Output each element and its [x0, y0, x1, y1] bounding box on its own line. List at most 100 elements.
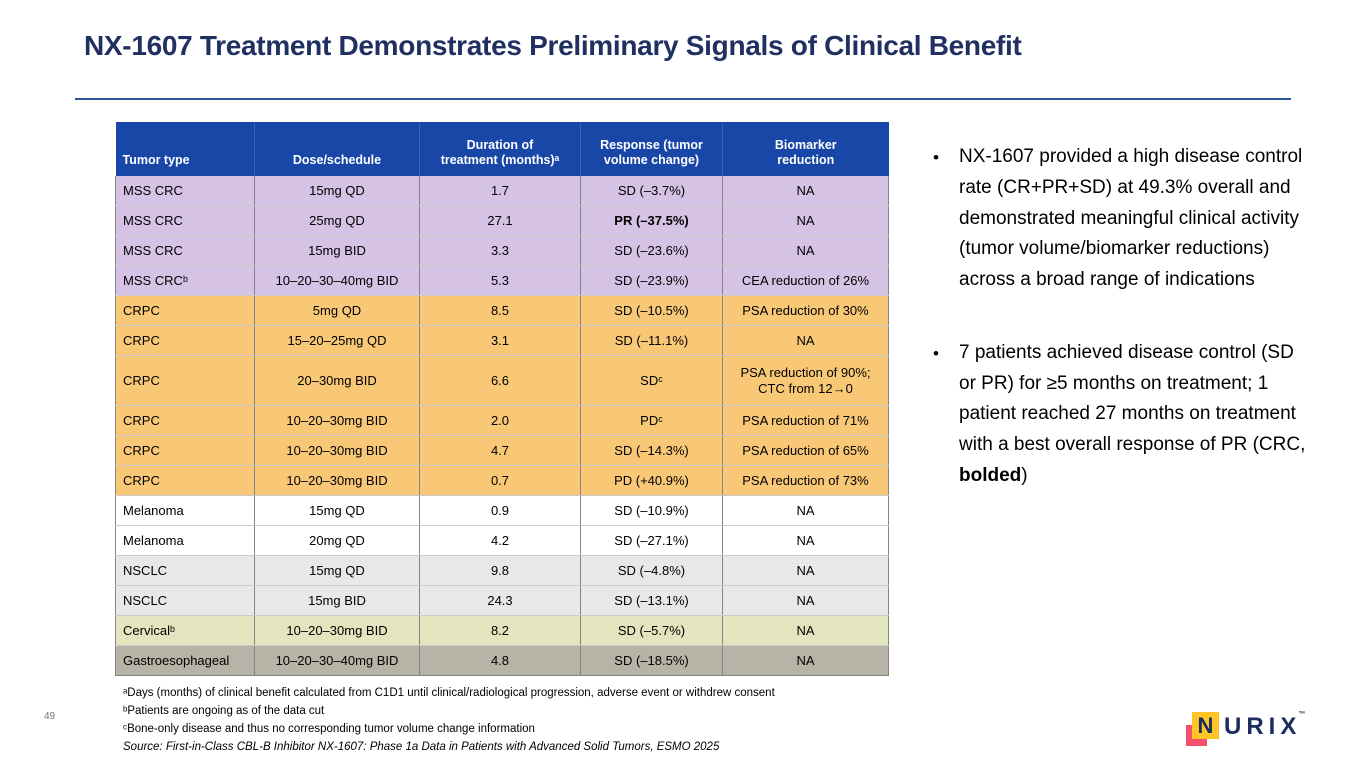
bullet-text-1: NX-1607 provided a high disease control …	[959, 146, 1303, 291]
table-row: MSS CRC 15mg BID 3.3 SD (–23.6%) NA	[115, 235, 889, 266]
tumor-type-cell: CRPC	[115, 325, 255, 356]
biomarker-cell: NA	[722, 325, 889, 356]
key-points: • NX-1607 provided a high disease contro…	[933, 142, 1313, 534]
footnote-a: ᵃDays (months) of clinical benefit calcu…	[123, 687, 775, 699]
dose-cell: 10–20–30mg BID	[254, 435, 420, 466]
dose-cell: 20mg QD	[254, 525, 420, 556]
tumor-type-cell: NSCLC	[115, 555, 255, 586]
response-cell: SDᶜ	[580, 355, 723, 406]
bullet-text-2-bold: bolded	[959, 464, 1022, 486]
table-header: Tumor type Dose/schedule Duration of tre…	[115, 122, 889, 176]
trademark-symbol: ™	[1298, 711, 1311, 718]
biomarker-cell: NA	[722, 176, 889, 206]
table-row: MSS CRCᵇ 10–20–30–40mg BID 5.3 SD (–23.9%) C…	[115, 265, 889, 296]
page-number: 49	[44, 711, 56, 722]
tumor-type-cell: CRPC	[115, 355, 255, 406]
biomarker-cell: NA	[722, 645, 889, 676]
table-row: Melanoma 15mg QD 0.9 SD (–10.9%) NA	[115, 495, 889, 526]
duration-cell: 9.8	[419, 555, 581, 586]
col-header-response: Response (tumor volume change)	[580, 122, 723, 176]
bullet-icon: •	[933, 343, 939, 363]
duration-cell: 4.2	[419, 525, 581, 556]
duration-cell: 4.8	[419, 645, 581, 676]
col-header-biomarker: Biomarker reduction	[722, 122, 889, 176]
bullet-text-2: 7 patients achieved disease control (SD …	[959, 338, 1313, 492]
table-row: Gastroesophageal 10–20–30–40mg BID 4.8 SD (…	[115, 645, 889, 676]
table-row: CRPC 20–30mg BID 6.6 SDᶜ PSA reduction of 90…	[115, 355, 889, 406]
response-cell: SD (–23.9%)	[580, 265, 723, 296]
dose-cell: 10–20–30–40mg BID	[254, 645, 420, 676]
tumor-type-cell: Melanoma	[115, 525, 255, 556]
duration-cell: 0.7	[419, 465, 581, 496]
col-header-tumor-type: Tumor type	[115, 122, 255, 176]
dose-cell: 15mg QD	[254, 555, 420, 586]
response-cell: SD (–23.6%)	[580, 235, 723, 266]
bullet-icon: •	[933, 148, 939, 167]
duration-cell: 3.3	[419, 235, 581, 266]
tumor-type-cell: NSCLC	[115, 585, 255, 616]
table-row: CRPC 10–20–30mg BID 2.0 PDᶜ PSA reduction of…	[115, 405, 889, 436]
tumor-type-cell: Melanoma	[115, 495, 255, 526]
dose-cell: 5mg QD	[254, 295, 420, 326]
logo-wordmark-text: URIX	[1224, 713, 1302, 740]
duration-cell: 4.7	[419, 435, 581, 466]
nurix-logo: N URIX™	[1186, 710, 1313, 746]
dose-cell: 15–20–25mg QD	[254, 325, 420, 356]
clinical-results-table: Tumor type Dose/schedule Duration of tre…	[115, 122, 889, 676]
duration-cell: 8.2	[419, 615, 581, 646]
table-row: Cervicalᵇ 10–20–30mg BID 8.2 SD (–5.7%) NA	[115, 615, 889, 646]
tumor-type-cell: CRPC	[115, 405, 255, 436]
duration-cell: 1.7	[419, 176, 581, 206]
response-cell: SD (–11.1%)	[580, 325, 723, 356]
dose-cell: 15mg QD	[254, 176, 420, 206]
page-title: NX-1607 Treatment Demonstrates Prelimina…	[84, 30, 1022, 61]
table-row: MSS CRC 15mg QD 1.7 SD (–3.7%) NA	[115, 176, 889, 206]
biomarker-cell: NA	[722, 615, 889, 646]
dose-cell: 10–20–30mg BID	[254, 405, 420, 436]
response-cell: SD (–13.1%)	[580, 585, 723, 616]
response-cell: SD (–5.7%)	[580, 615, 723, 646]
dose-cell: 15mg BID	[254, 585, 420, 616]
duration-cell: 8.5	[419, 295, 581, 326]
tumor-type-cell: CRPC	[115, 465, 255, 496]
table-header-row: Tumor type Dose/schedule Duration of tre…	[115, 122, 889, 176]
biomarker-cell: NA	[722, 555, 889, 586]
table-row: Melanoma 20mg QD 4.2 SD (–27.1%) NA	[115, 525, 889, 556]
duration-cell: 0.9	[419, 495, 581, 526]
biomarker-cell: PSA reduction of 73%	[722, 465, 889, 496]
logo-yellow-square: N	[1192, 712, 1219, 739]
title-divider	[75, 98, 1291, 100]
dose-cell: 15mg QD	[254, 495, 420, 526]
bullet-text-2-start: 7 patients achieved disease control (SD …	[959, 341, 1306, 456]
dose-cell: 10–20–30–40mg BID	[254, 265, 420, 296]
dose-cell: 15mg BID	[254, 235, 420, 266]
col-header-dose-schedule: Dose/schedule	[254, 122, 420, 176]
response-cell: PR (–37.5%)	[580, 205, 723, 236]
response-cell: SD (–4.8%)	[580, 555, 723, 586]
duration-cell: 24.3	[419, 585, 581, 616]
biomarker-cell: CEA reduction of 26%	[722, 265, 889, 296]
biomarker-cell: NA	[722, 525, 889, 556]
tumor-type-cell: MSS CRC	[115, 235, 255, 266]
biomarker-cell: NA	[722, 585, 889, 616]
biomarker-cell: NA	[722, 495, 889, 526]
biomarker-cell: NA	[722, 235, 889, 266]
table-body: MSS CRC 15mg QD 1.7 SD (–3.7%) NA MSS CRC 25mg…	[115, 176, 889, 676]
bullet-item-2: • 7 patients achieved disease control (S…	[933, 338, 1313, 492]
response-cell: SD (–14.3%)	[580, 435, 723, 466]
response-cell: SD (–27.1%)	[580, 525, 723, 556]
tumor-type-cell: Gastroesophageal	[115, 645, 255, 676]
bullet-item-1: • NX-1607 provided a high disease contro…	[933, 142, 1313, 296]
dose-cell: 25mg QD	[254, 205, 420, 236]
duration-cell: 27.1	[419, 205, 581, 236]
tumor-type-cell: MSS CRC	[115, 205, 255, 236]
dose-cell: 20–30mg BID	[254, 355, 420, 406]
biomarker-cell: NA	[722, 205, 889, 236]
tumor-type-cell: MSS CRC	[115, 176, 255, 206]
biomarker-cell: PSA reduction of 71%	[722, 405, 889, 436]
table-row: CRPC 10–20–30mg BID 0.7 PD (+40.9%) PSA redu…	[115, 465, 889, 496]
footnote-b: ᵇPatients are ongoing as of the data cut	[123, 705, 325, 718]
biomarker-cell: PSA reduction of 30%	[722, 295, 889, 326]
response-cell: SD (–10.9%)	[580, 495, 723, 526]
